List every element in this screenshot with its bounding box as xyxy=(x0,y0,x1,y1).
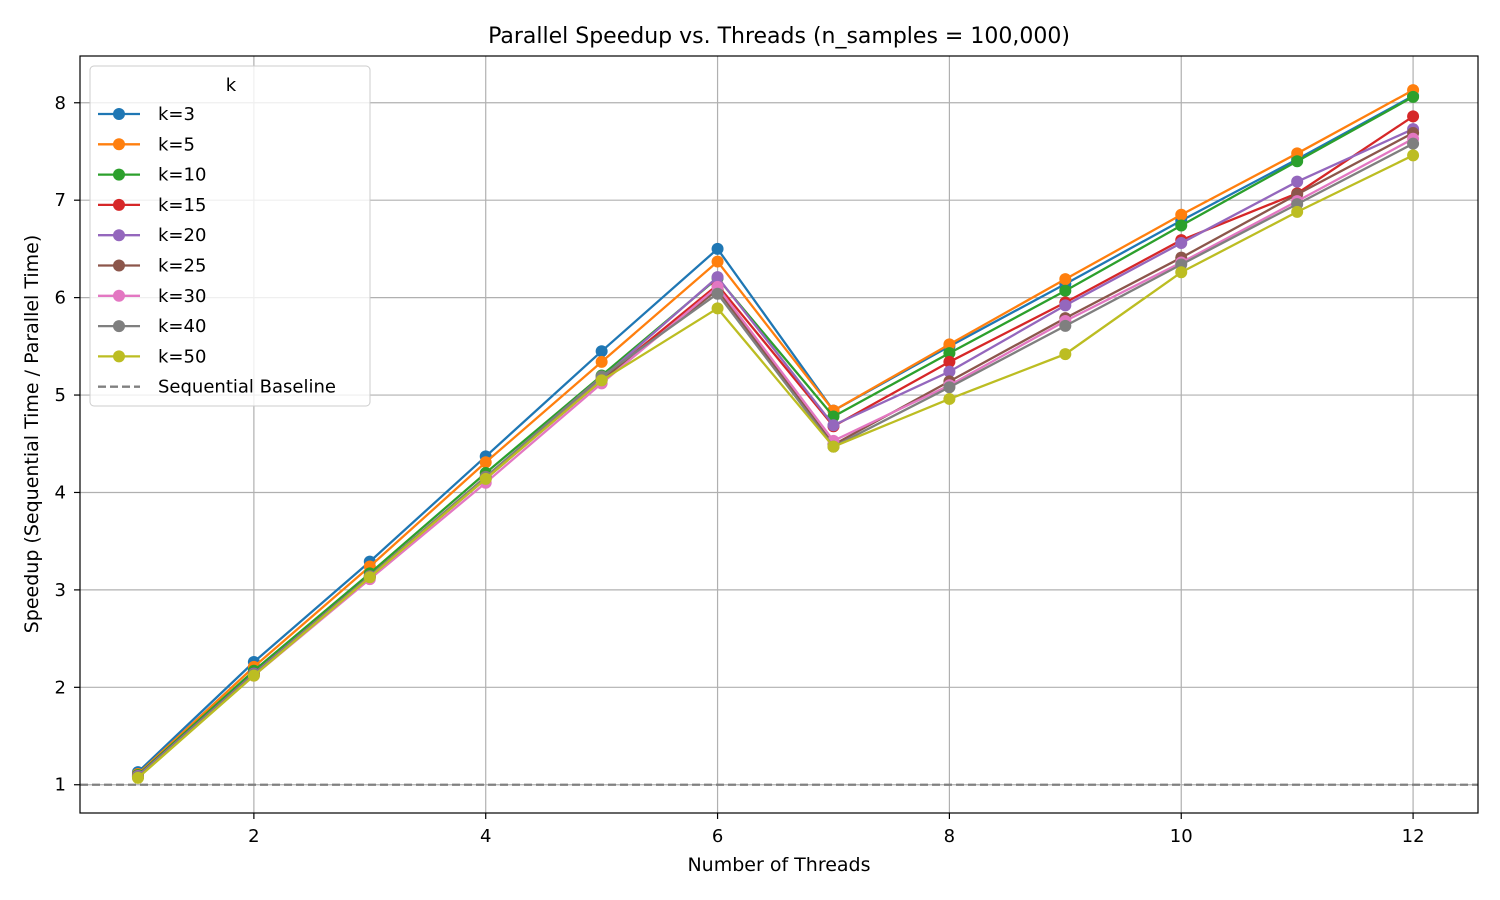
series-k-50 xyxy=(131,149,1420,784)
data-point xyxy=(711,255,724,268)
x-tick-label: 4 xyxy=(480,826,491,847)
chart-title: Parallel Speedup vs. Threads (n_samples … xyxy=(488,24,1070,49)
y-tick-label: 5 xyxy=(55,385,66,406)
x-tick-label: 2 xyxy=(248,826,259,847)
series-line xyxy=(137,94,1414,773)
data-point xyxy=(943,381,956,394)
legend-label: k=30 xyxy=(158,286,206,307)
data-point xyxy=(1407,149,1420,162)
data-point xyxy=(1059,299,1072,312)
series-line xyxy=(137,137,1414,778)
plot-frame xyxy=(79,55,1479,814)
data-point xyxy=(1407,137,1420,150)
data-point xyxy=(711,242,724,255)
series-line xyxy=(137,154,1414,779)
legend-swatch-marker xyxy=(113,108,125,120)
y-axis-label: Speedup (Sequential Time / Parallel Time… xyxy=(21,235,43,634)
y-axis-ticks: 1 2 3 4 5 6 7 8 xyxy=(55,93,80,796)
legend-swatch-marker xyxy=(113,350,125,363)
data-point xyxy=(943,355,956,368)
y-tick-label: 8 xyxy=(55,93,66,114)
legend-label: k=5 xyxy=(158,134,195,155)
x-tick-label: 10 xyxy=(1170,826,1193,847)
legend-title: k xyxy=(226,75,237,96)
x-axis-label: Number of Threads xyxy=(687,854,870,876)
data-point xyxy=(943,392,956,405)
data-point xyxy=(827,410,840,423)
legend-label: k=10 xyxy=(158,165,206,186)
data-point xyxy=(1291,205,1304,218)
y-tick-label: 1 xyxy=(55,775,66,796)
legend-swatch-marker xyxy=(113,259,125,272)
data-point xyxy=(1059,273,1072,286)
legend-label: k=20 xyxy=(158,225,206,246)
data-point xyxy=(247,669,260,682)
series-line xyxy=(137,89,1414,775)
data-point xyxy=(363,571,376,584)
data-point xyxy=(1059,319,1072,332)
data-point xyxy=(1059,348,1072,361)
series-line xyxy=(137,95,1414,776)
legend: k k=3 k=5 k=10 k=15 k=20 k=25 k=30 k=40 k=50 Sequ… xyxy=(89,65,371,407)
data-point xyxy=(1175,266,1188,279)
data-point xyxy=(711,287,724,300)
data-point xyxy=(1291,155,1304,168)
y-tick-label: 6 xyxy=(55,288,66,309)
legend-swatch-marker xyxy=(113,198,125,211)
data-point xyxy=(1175,208,1188,221)
legend-label: k=40 xyxy=(158,316,206,337)
legend-label: k=15 xyxy=(158,195,206,216)
x-tick-label: 8 xyxy=(944,826,955,847)
legend-label: k=25 xyxy=(158,256,206,277)
x-axis-ticks: 2 4 6 8 10 12 xyxy=(248,813,1425,847)
x-tick-label: 6 xyxy=(712,826,723,847)
y-tick-label: 4 xyxy=(55,482,66,503)
data-point xyxy=(943,365,956,378)
x-tick-label: 12 xyxy=(1402,826,1425,847)
data-point xyxy=(595,355,608,368)
data-point xyxy=(1407,90,1420,103)
data-point xyxy=(595,374,608,387)
data-point xyxy=(827,440,840,453)
data-point xyxy=(131,771,144,784)
legend-swatch-marker xyxy=(113,320,125,333)
legend-swatch-marker xyxy=(113,289,125,302)
legend-items: k=3 k=5 k=10 k=15 k=20 k=25 k=30 k=40 k=50 Sequen… xyxy=(98,104,336,398)
legend-swatch-marker xyxy=(113,138,125,151)
data-point xyxy=(1175,237,1188,250)
legend-label: k=3 xyxy=(158,104,195,125)
legend-label: Sequential Baseline xyxy=(158,377,336,398)
legend-box xyxy=(89,65,371,407)
grid-lines xyxy=(80,56,1478,813)
data-point xyxy=(943,347,956,360)
series-layer xyxy=(131,84,1420,784)
data-point xyxy=(711,302,724,315)
data-point xyxy=(479,472,492,485)
data-point xyxy=(479,456,492,469)
data-point xyxy=(1059,284,1072,297)
y-tick-label: 3 xyxy=(55,580,66,601)
data-point xyxy=(595,345,608,358)
data-point xyxy=(827,419,840,432)
legend-label: k=50 xyxy=(158,346,206,367)
legend-swatch-marker xyxy=(113,229,125,242)
data-point xyxy=(711,271,724,284)
data-point xyxy=(943,338,956,351)
y-tick-label: 2 xyxy=(55,677,66,698)
legend-swatch-marker xyxy=(113,168,125,181)
data-point xyxy=(1407,110,1420,123)
y-tick-label: 7 xyxy=(55,190,66,211)
data-point xyxy=(1291,175,1304,188)
data-point xyxy=(1175,219,1188,232)
